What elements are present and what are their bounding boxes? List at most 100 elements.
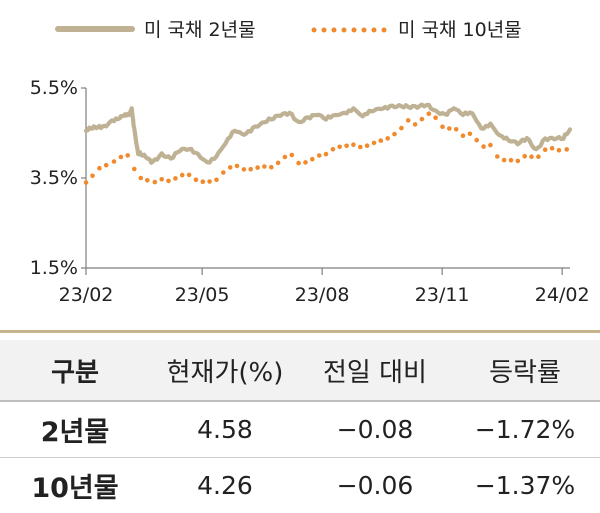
row-price: 4.26 (150, 458, 300, 513)
legend-label-2y: 미 국채 2년물 (144, 19, 256, 41)
series-10y-point (139, 176, 144, 181)
series-10y-point (125, 153, 130, 158)
series-10y-point (201, 179, 206, 184)
series-10y-point (529, 154, 534, 159)
series-10y-point (145, 178, 150, 183)
legend-swatch-10y (312, 28, 387, 33)
series-10y-point (447, 126, 452, 131)
series-10y-point (522, 154, 527, 159)
series-10y-point (536, 154, 541, 159)
series-10y-point (296, 161, 301, 166)
series-10y-point (474, 138, 479, 143)
header-price: 현재가(%) (150, 340, 300, 401)
y-tick-label: 3.5% (30, 167, 78, 189)
series-10y-point (344, 144, 349, 149)
series-10y-point (166, 179, 171, 184)
series-10y-point (331, 147, 336, 152)
series-10y-point (310, 157, 315, 162)
row-change: −0.08 (300, 401, 450, 458)
x-tick-label: 24/02 (535, 284, 590, 306)
table-row: 2년물 4.58 −0.08 −1.72% (0, 401, 600, 458)
yield-line-chart: 미 국채 2년물 미 국채 10년물 5.5% 3.5% 1.5% 23/02 23/… (0, 0, 600, 330)
series-10y-point (97, 166, 102, 171)
legend-dot (362, 28, 367, 33)
series-10y-point (269, 165, 274, 170)
series-10y-point (543, 147, 548, 152)
row-label: 2년물 (0, 401, 150, 458)
series-10y-point (337, 145, 342, 150)
series-10y-point (379, 138, 384, 143)
series-10y-point (550, 146, 555, 151)
series-10y-point (454, 127, 459, 132)
legend-label-10y: 미 국채 10년물 (398, 19, 522, 41)
series-10y-point (214, 178, 219, 183)
header-change: 전일 대비 (300, 340, 450, 401)
series-10y-point (159, 177, 164, 182)
x-tick-label: 23/02 (59, 284, 114, 306)
series-10y-point (84, 180, 89, 185)
series-10y-point (194, 178, 199, 183)
series-10y-point (262, 164, 267, 169)
y-ticks: 5.5% 3.5% 1.5% (30, 77, 86, 279)
series-10y-point (187, 173, 192, 178)
series-10y-point (495, 154, 500, 159)
legend-dot (312, 28, 317, 33)
series-10y-point (385, 136, 390, 141)
row-rate: −1.37% (450, 458, 600, 513)
series-10y-point (461, 133, 466, 138)
series-10y-point (112, 159, 117, 164)
series-10y-point (290, 153, 295, 158)
series-10y-point (276, 161, 281, 166)
series-10y-point (440, 125, 445, 130)
x-tick-label: 23/11 (415, 284, 470, 306)
table-top-border (0, 330, 600, 333)
legend-dot (322, 28, 327, 33)
series-10y-point (420, 117, 425, 122)
table-header-row: 구분 현재가(%) 전일 대비 등락률 (0, 340, 600, 401)
y-tick-label: 5.5% (30, 77, 78, 99)
series-10y-point (90, 174, 95, 179)
series-10y-point (509, 158, 514, 163)
legend-dot (342, 28, 347, 33)
row-label: 10년물 (0, 458, 150, 513)
series-10y (84, 111, 569, 184)
series-10y-point (351, 142, 356, 147)
series-10y-point (173, 176, 178, 181)
series-10y-point (468, 132, 473, 137)
series-10y-point (502, 158, 507, 163)
series-10y-point (317, 153, 322, 158)
legend: 미 국채 2년물 미 국채 10년물 (58, 19, 522, 41)
series-10y-point (406, 118, 411, 123)
series-10y-point (228, 165, 233, 170)
series-10y-point (392, 132, 397, 137)
series-10y-point (399, 126, 404, 131)
series-10y-point (119, 155, 124, 160)
header-category: 구분 (0, 340, 150, 401)
series-10y-point (557, 148, 562, 153)
yield-summary-table: 구분 현재가(%) 전일 대비 등락률 2년물 4.58 −0.08 −1.72… (0, 340, 600, 513)
series-10y-point (358, 145, 363, 150)
legend-dot (382, 28, 387, 33)
legend-dot (332, 28, 337, 33)
series-10y-point (132, 167, 137, 172)
series-10y-point (242, 167, 247, 172)
y-tick-label: 1.5% (30, 257, 78, 279)
series-10y-point (433, 115, 438, 120)
series-10y-point (255, 165, 260, 170)
series-10y-point (481, 144, 486, 149)
series-10y-point (235, 164, 240, 169)
header-rate: 등락률 (450, 340, 600, 401)
row-rate: −1.72% (450, 401, 600, 458)
series-10y-point (104, 163, 109, 168)
row-price: 4.58 (150, 401, 300, 458)
x-tick-label: 23/05 (175, 284, 230, 306)
series-10y-point (488, 143, 493, 148)
series-10y-point (303, 160, 308, 165)
series-10y-point (283, 155, 288, 160)
legend-dot (372, 28, 377, 33)
series-10y-point (516, 159, 521, 164)
series-10y-point (221, 170, 226, 175)
legend-dot (352, 28, 357, 33)
series-10y-point (564, 147, 569, 152)
